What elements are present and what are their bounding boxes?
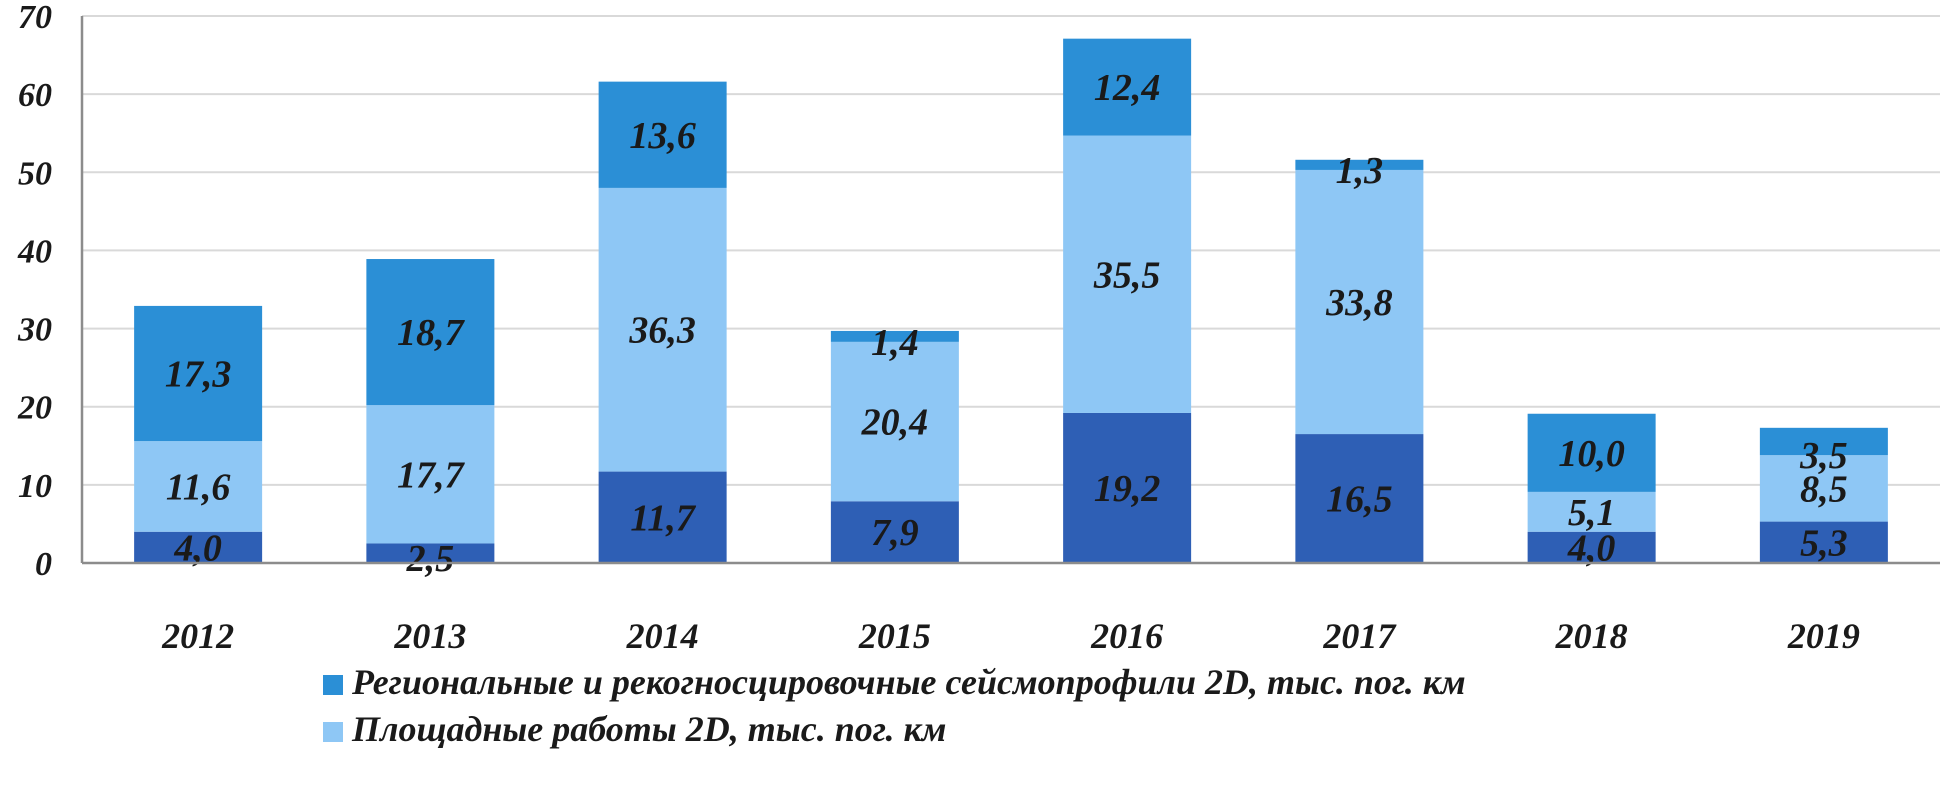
bar-segment [1295,159,1424,170]
data-labels: 4,011,617,32,517,718,711,736,313,67,920,… [165,67,1848,580]
data-label: 5,3 [1800,522,1848,564]
data-label: 1,3 [1336,150,1384,192]
y-tick-label: 70 [18,0,52,36]
x-tick-label: 2014 [626,616,699,656]
x-tick-label: 2013 [393,616,466,656]
bar-segment [830,501,959,563]
bar-segment [1527,491,1656,532]
legend-label: Региональные и рекогносцировочные сейсмо… [351,662,1466,702]
bar-segment [1759,455,1888,522]
axes: 0 10 20 30 40 50 60 70 2012 2013 2014 2015 2016 2017 2… [17,0,1940,656]
legend-swatch [323,722,343,742]
data-label: 12,4 [1094,67,1161,109]
bar-segment [134,441,263,532]
bar-segment [1527,413,1656,492]
legend-swatch [323,675,343,695]
data-label: 17,7 [397,454,466,496]
x-tick-label: 2018 [1555,616,1628,656]
y-tick-label: 20 [17,390,52,427]
x-tick-label: 2017 [1322,616,1397,656]
y-tick-label: 40 [17,233,52,270]
bar-segment [830,330,959,342]
y-tick-label: 30 [17,312,52,349]
bar-segment [1063,412,1192,563]
x-tick-label: 2016 [1090,616,1163,656]
bar-segment [1759,427,1888,456]
bar-segment [1527,531,1656,563]
data-label: 11,6 [166,466,230,508]
data-label: 8,5 [1800,468,1848,510]
data-label: 17,3 [165,354,232,396]
bar-segment [1063,38,1192,136]
x-tick-label: 2015 [858,616,931,656]
data-label: 20,4 [861,402,929,444]
bar-segment [1063,135,1192,413]
bar-segment [366,405,495,544]
bar-segment [134,531,263,563]
data-label: 18,7 [397,312,466,354]
bar-segment [366,259,495,406]
bar-segment [134,305,263,442]
data-label: 19,2 [1094,468,1161,510]
bar-segment [1295,434,1424,563]
x-tick-label: 2012 [161,616,234,656]
data-label: 16,5 [1326,479,1393,521]
data-label: 33,8 [1325,282,1393,324]
x-tick-label: 2019 [1787,616,1860,656]
y-tick-label: 60 [18,77,52,114]
data-label: 10,0 [1558,433,1625,475]
bar-segment [1295,169,1424,435]
bar-segment [1759,521,1888,563]
data-label: 11,7 [630,497,696,539]
bar-segment [598,187,727,472]
data-label: 35,5 [1093,254,1161,296]
y-tick-label: 0 [35,546,52,583]
bars [134,38,1888,563]
data-label: 13,6 [629,115,696,157]
bar-segment [598,471,727,563]
data-label: 3,5 [1799,435,1848,477]
y-tick-label: 10 [18,468,52,505]
legend: Региональные и рекогносцировочные сейсмо… [323,662,1466,749]
y-tick-label: 50 [18,155,52,192]
gridlines [82,15,1940,486]
legend-label: Площадные работы 2D, тыс. пог. км [351,709,946,749]
data-label: 1,4 [871,322,919,364]
data-label: 2,5 [406,538,455,580]
bar-segment [366,543,495,563]
bar-segment [830,341,959,502]
data-label: 5,1 [1568,492,1616,534]
data-label: 7,9 [871,512,919,554]
bar-segment [598,81,727,188]
data-label: 36,3 [628,310,696,352]
